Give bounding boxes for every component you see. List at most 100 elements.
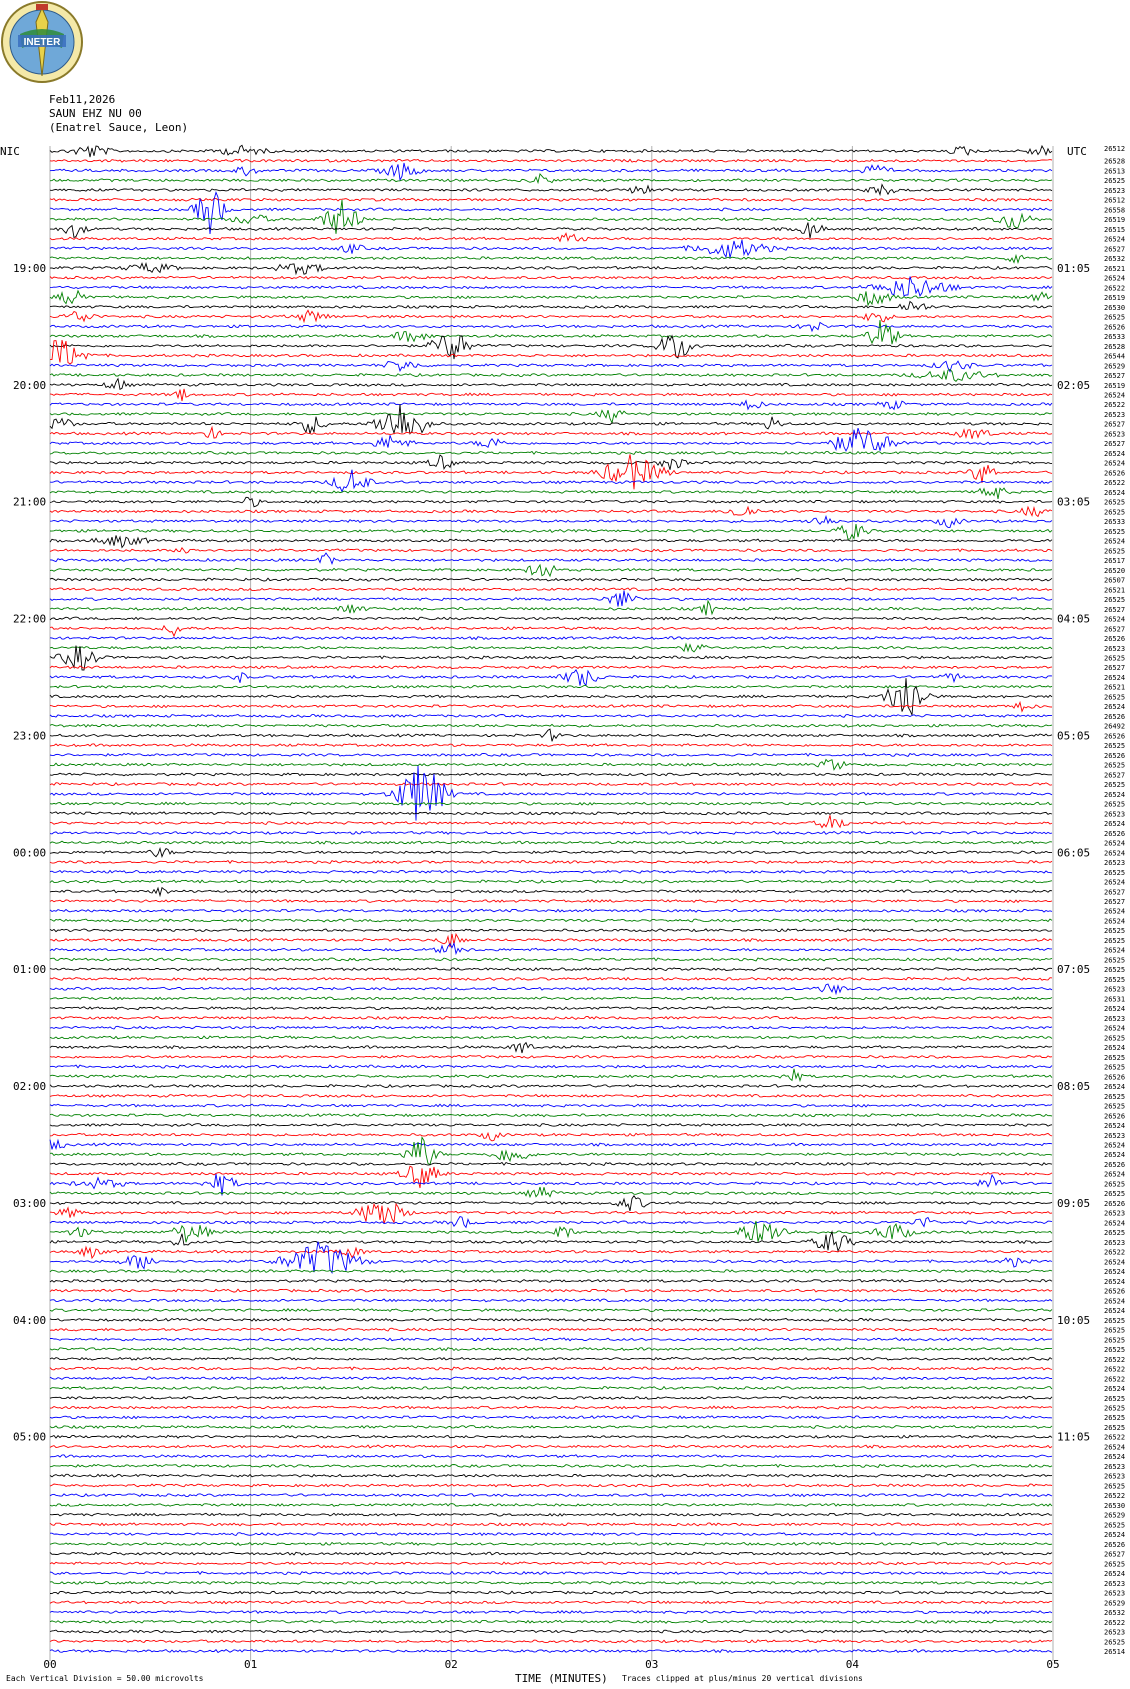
trace-line xyxy=(49,918,1053,923)
trace-line xyxy=(49,590,1053,607)
trace-line xyxy=(49,1424,1053,1429)
trace-count: 26525 xyxy=(1104,956,1125,964)
trace-count: 26524 xyxy=(1104,674,1125,682)
trace-line xyxy=(49,232,1053,243)
utc-hour-label: 03:05 xyxy=(1057,496,1090,509)
utc-hour-label: 11:05 xyxy=(1057,1431,1090,1444)
trace-line xyxy=(49,1337,1053,1342)
trace-count: 26525 xyxy=(1104,869,1125,877)
trace-line xyxy=(49,388,1053,402)
trace-line xyxy=(49,546,1053,554)
trace-count: 26524 xyxy=(1104,1151,1125,1159)
station-id: SAUN EHZ NU 00 xyxy=(49,107,142,120)
trace-line xyxy=(49,425,1053,439)
station-location: (Enatrel Sauce, Leon) xyxy=(49,121,189,134)
trace-count: 26525 xyxy=(1104,1414,1125,1422)
trace-line xyxy=(49,1619,1053,1624)
trace-count: 26522 xyxy=(1104,1492,1125,1500)
trace-count: 26526 xyxy=(1104,752,1125,760)
trace-count: 26524 xyxy=(1104,392,1125,400)
trace-count: 26530 xyxy=(1104,304,1125,312)
trace-line xyxy=(49,427,1053,452)
trace-count: 26522 xyxy=(1104,1366,1125,1374)
local-hour-label: 23:00 xyxy=(13,729,46,742)
trace-line xyxy=(49,1245,1053,1260)
trace-count: 26525 xyxy=(1104,1638,1125,1646)
trace-line xyxy=(49,1551,1053,1556)
trace-line xyxy=(49,645,1053,671)
trace-count: 26526 xyxy=(1104,713,1125,721)
trace-count: 26523 xyxy=(1104,1239,1125,1247)
trace-line xyxy=(49,714,1053,718)
trace-line xyxy=(49,162,1053,182)
trace-line xyxy=(49,587,1053,592)
trace-line xyxy=(49,1376,1053,1381)
trace-line xyxy=(49,811,1053,816)
local-hour-label: 20:00 xyxy=(13,379,46,392)
trace-line xyxy=(49,728,1053,742)
trace-line xyxy=(49,487,1053,499)
trace-line xyxy=(49,840,1053,845)
trace-line xyxy=(49,886,1053,898)
trace-count: 26530 xyxy=(1104,1502,1125,1510)
trace-count: 26523 xyxy=(1104,859,1125,867)
trace-line xyxy=(49,1385,1053,1391)
trace-line xyxy=(49,700,1053,713)
trace-line xyxy=(49,1463,1053,1468)
trace-line xyxy=(49,765,1053,821)
trace-line xyxy=(49,665,1053,670)
trace-count: 26527 xyxy=(1104,771,1125,779)
trace-count: 26527 xyxy=(1104,421,1125,429)
utc-hour-label: 02:05 xyxy=(1057,379,1090,392)
trace-count: 26523 xyxy=(1104,986,1125,994)
trace-count: 26525 xyxy=(1104,1180,1125,1188)
trace-count: 26526 xyxy=(1104,830,1125,838)
trace-count: 26523 xyxy=(1104,1463,1125,1471)
trace-count: 26526 xyxy=(1104,1073,1125,1081)
trace-count: 26525 xyxy=(1104,966,1125,974)
x-tick-label: 05 xyxy=(1046,1658,1059,1671)
logo-text: INETER xyxy=(24,37,61,48)
trace-line xyxy=(49,1186,1053,1199)
trace-count: 26532 xyxy=(1104,1609,1125,1617)
trace-line xyxy=(49,624,1052,638)
trace-count: 26525 xyxy=(1104,1560,1125,1568)
trace-line xyxy=(49,300,1053,311)
utc-hour-label: 01:05 xyxy=(1057,262,1090,275)
trace-line xyxy=(49,1590,1053,1595)
trace-line xyxy=(49,505,1053,518)
left-zone-label: NIC xyxy=(0,145,20,158)
trace-line xyxy=(49,172,1053,185)
trace-line xyxy=(49,261,1053,276)
trace-line xyxy=(49,967,1053,972)
trace-count: 26523 xyxy=(1104,187,1125,195)
local-hour-label: 22:00 xyxy=(13,613,46,626)
trace-line xyxy=(49,1434,1053,1439)
x-tick-label: 02 xyxy=(445,1658,458,1671)
trace-count: 26525 xyxy=(1104,1229,1125,1237)
trace-line xyxy=(49,377,1053,390)
trace-count: 26525 xyxy=(1104,1482,1125,1490)
trace-line xyxy=(49,1123,1053,1128)
trace-count: 26524 xyxy=(1104,1531,1125,1539)
trace-count: 26524 xyxy=(1104,1385,1125,1393)
scale-note: Each Vertical Division = 50.00 microvolt… xyxy=(6,1674,204,1683)
trace-count: 26558 xyxy=(1104,206,1125,214)
trace-count: 26525 xyxy=(1104,314,1125,322)
trace-count: 26524 xyxy=(1104,703,1125,711)
trace-line xyxy=(49,275,1053,280)
trace-count: 26525 xyxy=(1104,1064,1125,1072)
trace-line xyxy=(49,1629,1053,1634)
trace-count: 26522 xyxy=(1104,1619,1125,1627)
trace-count: 26525 xyxy=(1104,937,1125,945)
trace-count: 26527 xyxy=(1104,898,1125,906)
trace-count: 26523 xyxy=(1104,1015,1125,1023)
trace-count: 26524 xyxy=(1104,1297,1125,1305)
trace-line xyxy=(49,1444,1053,1449)
trace-line xyxy=(49,1415,1053,1420)
trace-line xyxy=(49,772,1052,777)
trace-count: 26529 xyxy=(1104,1599,1125,1607)
trace-count: 26525 xyxy=(1104,1190,1125,1198)
trace-line xyxy=(49,684,1053,689)
